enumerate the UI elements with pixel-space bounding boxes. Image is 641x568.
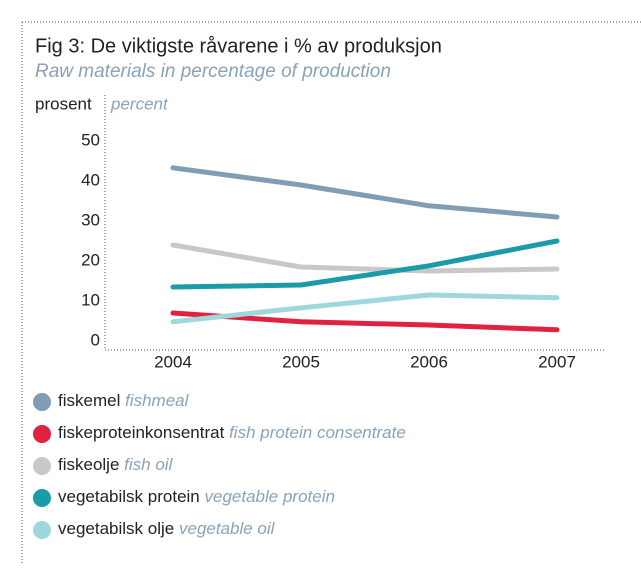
- legend-name-en: fishmeal: [125, 391, 190, 410]
- legend-label: fiskeproteinkonsentrat fish protein cons…: [58, 423, 406, 442]
- series-line: [170, 238, 560, 290]
- y-tick-label: 20: [81, 250, 100, 269]
- legend-name: vegetabilsk olje: [58, 519, 174, 538]
- x-tick-label: 2007: [538, 352, 576, 371]
- chart-subtitle: Raw materials in percentage of productio…: [35, 61, 391, 82]
- y-axis-label: prosent: [35, 94, 92, 113]
- legend-label: fiskemel fishmeal: [58, 391, 190, 410]
- legend-name-en: vegetable protein: [205, 487, 335, 506]
- legend-swatch: [33, 425, 51, 443]
- series-line: [170, 242, 560, 274]
- legend-name: vegetabilsk protein: [58, 487, 200, 506]
- legend-swatch: [33, 457, 51, 475]
- x-tick-label: 2004: [154, 352, 192, 371]
- legend-name-en: vegetable oil: [179, 519, 276, 538]
- legend-name: fiskeolje: [58, 455, 119, 474]
- y-tick-label: 30: [81, 210, 100, 229]
- legend-name-en: fish oil: [124, 455, 173, 474]
- legend-swatch: [33, 489, 51, 507]
- legend-name: fiskeproteinkonsentrat: [58, 423, 225, 442]
- legend-name-en: fish protein consentrate: [229, 423, 406, 442]
- legend-swatch: [33, 393, 51, 411]
- legend-label: fiskeolje fish oil: [58, 455, 174, 474]
- y-tick-label: 50: [81, 130, 100, 149]
- x-tick-label: 2005: [282, 352, 320, 371]
- x-tick-label: 2006: [410, 352, 448, 371]
- legend-name: fiskemel: [58, 391, 120, 410]
- legend-label: vegetabilsk protein vegetable protein: [58, 487, 335, 506]
- series-line: [170, 310, 560, 333]
- y-tick-label: 40: [81, 170, 100, 189]
- legend-swatch: [33, 521, 51, 539]
- y-tick-label: 10: [81, 290, 100, 309]
- legend-label: vegetabilsk olje vegetable oil: [58, 519, 276, 538]
- series-line: [170, 165, 560, 220]
- y-tick-label: 0: [91, 330, 100, 349]
- series-line: [170, 292, 560, 325]
- y-axis-label-en: percent: [110, 94, 169, 113]
- chart-title: Fig 3: De viktigste råvarene i % av prod…: [35, 35, 442, 57]
